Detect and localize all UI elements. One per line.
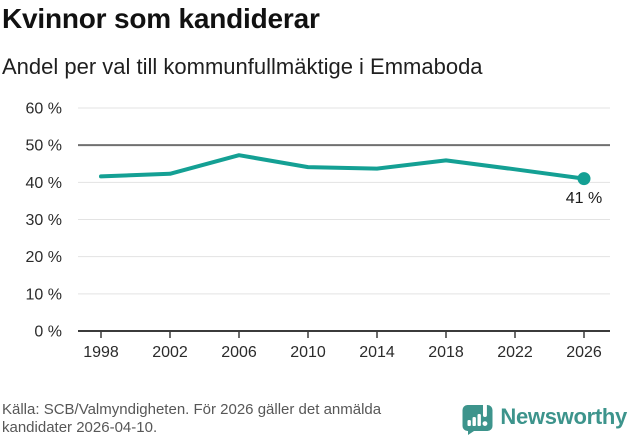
newsworthy-wordmark: Newsworthy bbox=[500, 403, 627, 429]
data-line bbox=[99, 153, 586, 181]
y-tick-label: 50 % bbox=[26, 138, 62, 155]
x-tick-label: 1998 bbox=[83, 344, 119, 361]
y-tick-label: 10 % bbox=[26, 286, 62, 303]
end-point-marker bbox=[577, 172, 591, 186]
x-tick-label: 2006 bbox=[221, 344, 257, 361]
x-tick-label: 2014 bbox=[359, 344, 395, 361]
x-tick-label: 2010 bbox=[290, 344, 326, 361]
source-line-1: Källa: SCB/Valmyndigheten. För 2026 gäll… bbox=[2, 401, 382, 418]
y-tick-label: 60 % bbox=[26, 101, 62, 118]
y-tick-label: 20 % bbox=[26, 249, 62, 266]
x-tick-label: 2018 bbox=[428, 344, 464, 361]
x-tick-label: 2002 bbox=[152, 344, 188, 361]
source-note: Källa: SCB/Valmyndigheten. För 2026 gäll… bbox=[2, 401, 472, 436]
y-tick-label: 30 % bbox=[26, 212, 62, 229]
x-tick-label: 2026 bbox=[566, 344, 602, 361]
end-point-label: 41 % bbox=[566, 190, 602, 207]
y-tick-label: 40 % bbox=[26, 175, 62, 192]
page-title: Kvinnor som kandiderar bbox=[2, 3, 320, 34]
newsworthy-logo-icon bbox=[462, 399, 493, 435]
newsworthy-logo[interactable]: Newsworthy bbox=[462, 398, 627, 435]
line-chart: 41 % 0 % 10 % 20 % 30 % 40 % 50 % 60 % 1998 2002… bbox=[26, 101, 610, 361]
x-tick-label: 2022 bbox=[497, 344, 533, 361]
page-subtitle: Andel per val till kommunfullmäktige i E… bbox=[2, 54, 483, 79]
source-line-2: kandidater 2026-04-10. bbox=[2, 418, 158, 436]
y-tick-label: 0 % bbox=[34, 324, 62, 341]
